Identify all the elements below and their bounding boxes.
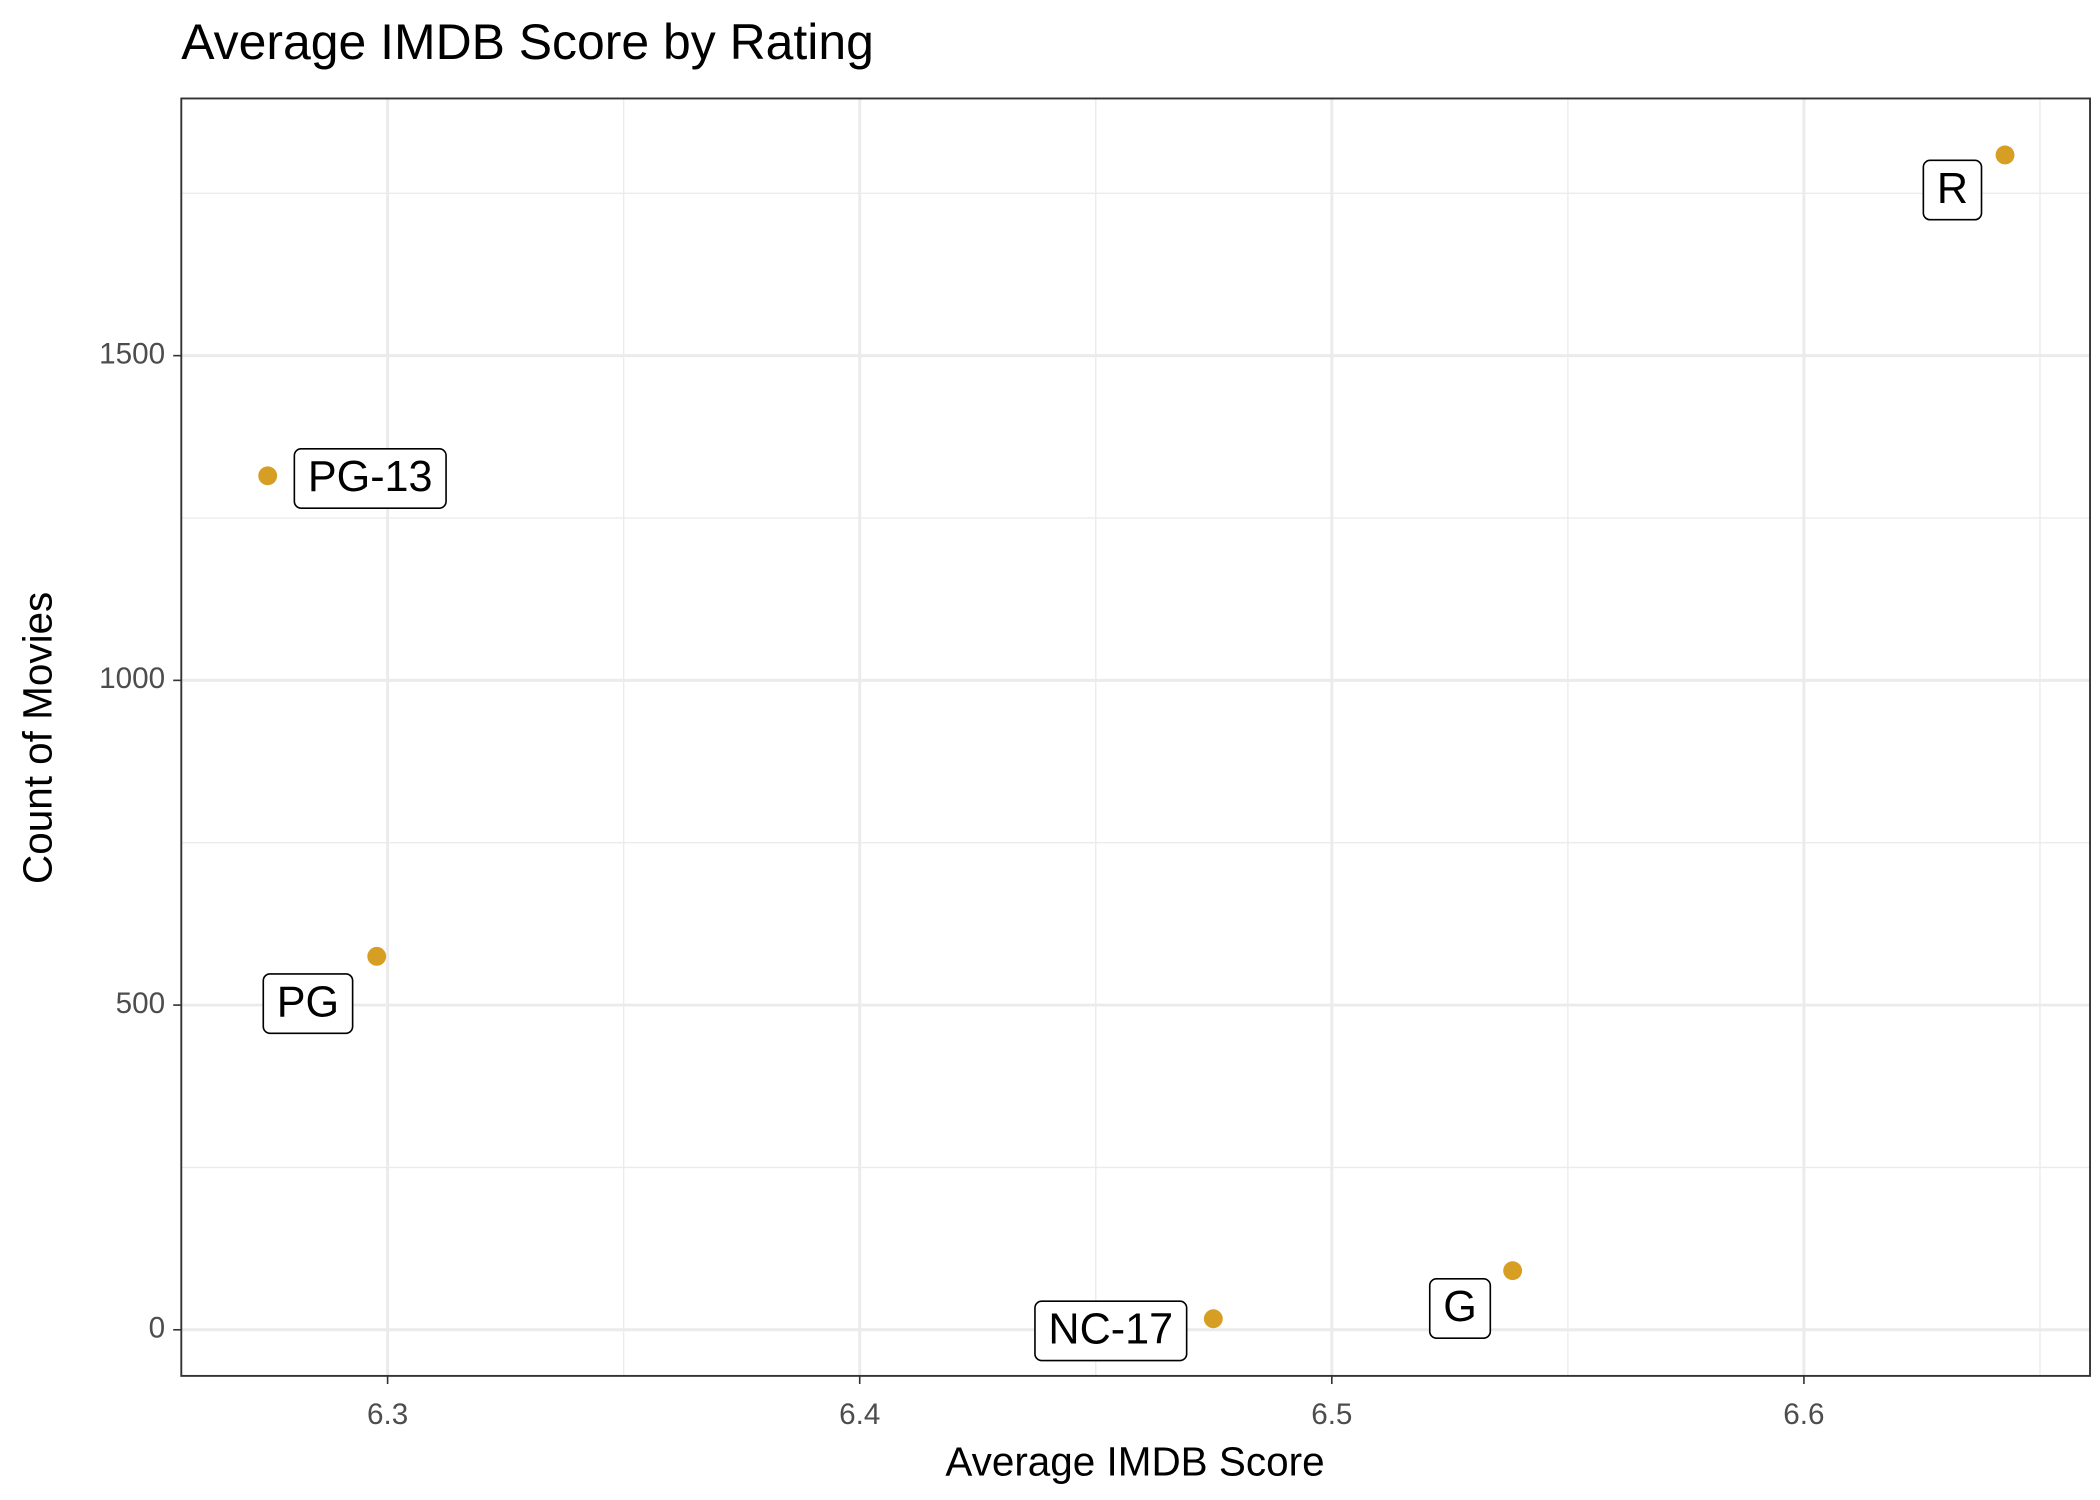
label-text: PG-13 — [308, 453, 433, 501]
y-axis-title: Count of Movies — [15, 592, 61, 884]
point — [1503, 1261, 1523, 1281]
y-tick-label: 500 — [116, 987, 165, 1020]
x-tick-label: 6.3 — [367, 1398, 408, 1431]
plot-background — [181, 98, 2091, 1376]
label-box — [293, 448, 447, 509]
y-tick-label: 0 — [149, 1312, 166, 1345]
point-label: NC-17 — [1034, 1300, 1188, 1362]
point-label: R — [1922, 159, 1983, 221]
x-axis-title: Average IMDB Score — [945, 1439, 1324, 1485]
chart-title: Average IMDB Score by Rating — [181, 14, 874, 70]
point-label: G — [1428, 1277, 1492, 1339]
label-text: PG — [277, 978, 339, 1026]
label-box — [1034, 1300, 1188, 1362]
label-box — [1428, 1277, 1492, 1339]
x-tick-label: 6.6 — [1783, 1398, 1824, 1431]
label-text: NC-17 — [1048, 1306, 1173, 1354]
point-label: PG-13 — [293, 448, 447, 509]
label-box — [1922, 159, 1983, 221]
x-tick-label: 6.5 — [1311, 1398, 1352, 1431]
label-box — [262, 973, 354, 1035]
point-label: PG — [262, 973, 354, 1035]
y-tick-label: 1000 — [99, 662, 165, 695]
point — [1203, 1309, 1223, 1329]
point — [1995, 145, 2015, 165]
label-text: G — [1443, 1283, 1477, 1331]
label-text: R — [1937, 165, 1968, 213]
point — [367, 946, 387, 966]
y-tick-label: 1500 — [99, 337, 165, 370]
x-tick-label: 6.4 — [839, 1398, 880, 1431]
plot-border — [180, 97, 2091, 1377]
point — [258, 466, 278, 486]
